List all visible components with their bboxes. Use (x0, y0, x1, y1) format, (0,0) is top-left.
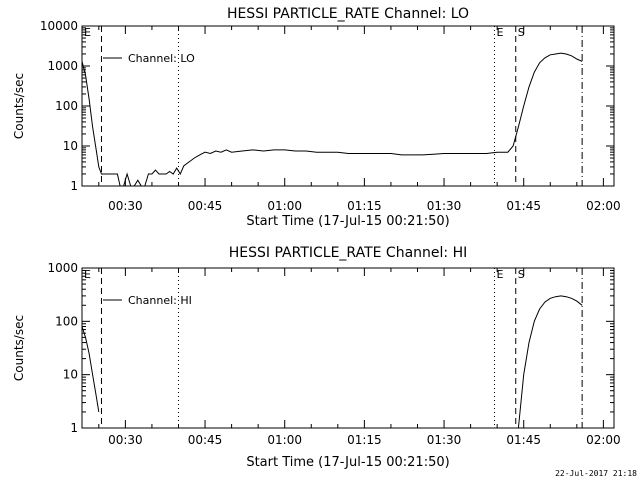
x-tick-label: 01:15 (347, 199, 382, 213)
x-tick-label: 02:00 (586, 433, 621, 447)
x-tick-label: 01:00 (267, 199, 302, 213)
y-tick-label: 1 (70, 179, 78, 193)
x-tick-label: 01:30 (427, 433, 462, 447)
footer-timestamp: 22-Jul-2017 21:18 (555, 469, 637, 478)
legend-label: Channel: LO (128, 52, 195, 65)
y-tick-label: 100 (55, 99, 78, 113)
y-tick-label: 10 (63, 139, 78, 153)
x-tick-label: 01:15 (347, 433, 382, 447)
y-tick-label: 10 (63, 368, 78, 382)
x-tick-label: 01:30 (427, 199, 462, 213)
event-marker-label: S (518, 268, 525, 281)
plot-frame (81, 267, 615, 429)
event-marker-label: E (84, 26, 91, 39)
series-line (517, 295, 583, 429)
x-axis-label: Start Time (17-Jul-15 00:21:50) (246, 455, 449, 470)
event-marker-label: S (518, 26, 525, 39)
y-tick-label: 1000 (47, 59, 78, 73)
series-line (81, 52, 583, 187)
event-marker-label: E (84, 268, 91, 281)
x-tick-label: 02:00 (586, 199, 621, 213)
plot-frame (81, 25, 615, 187)
x-tick-label: 01:45 (506, 433, 541, 447)
series-line (81, 326, 100, 412)
x-tick-label: 01:45 (506, 199, 541, 213)
x-tick-label: 00:30 (108, 433, 143, 447)
chart-title: HESSI PARTICLE_RATE Channel: HI (229, 245, 467, 261)
y-axis-label: Counts/sec (12, 73, 26, 139)
x-axis-label: Start Time (17-Jul-15 00:21:50) (246, 214, 449, 229)
y-tick-label: 1 (70, 421, 78, 435)
y-axis-label: Counts/sec (12, 315, 26, 381)
event-marker-label: E (496, 26, 503, 39)
event-marker-label: E (496, 268, 503, 281)
x-tick-label: 00:45 (188, 199, 223, 213)
y-tick-label: 10000 (40, 19, 78, 33)
legend-label: Channel: HI (128, 294, 192, 307)
x-tick-label: 01:00 (267, 433, 302, 447)
x-tick-label: 00:30 (108, 199, 143, 213)
chart-title: HESSI PARTICLE_RATE Channel: LO (227, 6, 469, 22)
x-tick-label: 00:45 (188, 433, 223, 447)
y-tick-label: 1000 (47, 261, 78, 275)
y-tick-label: 100 (55, 314, 78, 328)
